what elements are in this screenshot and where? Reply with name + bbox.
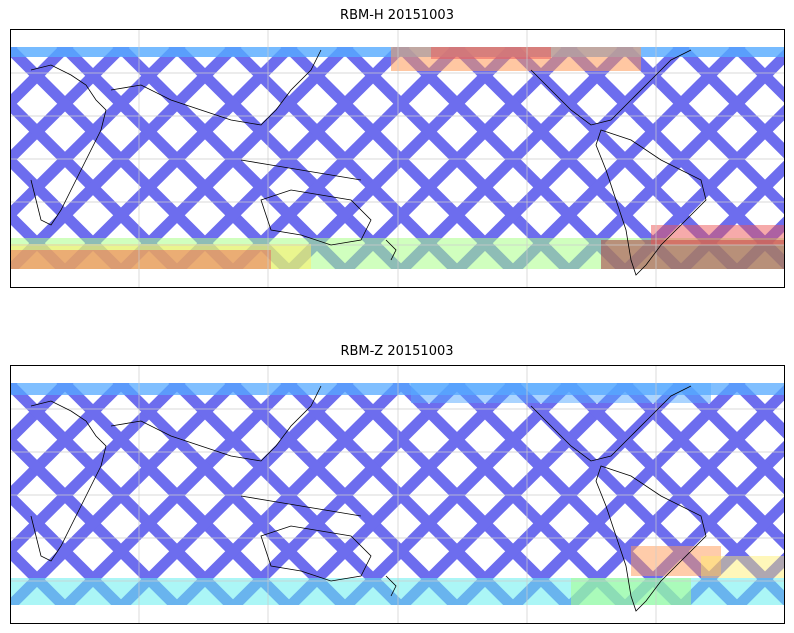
gridlines [11,366,784,623]
coastlines [30,385,707,612]
map-rbm-z [10,365,785,624]
map-rbm-h [10,29,785,288]
map-canvas-rbm-h [11,30,784,287]
coastlines [30,49,707,276]
map-canvas-rbm-z [11,366,784,623]
panel-title-rbm-h: RBM-H 20151003 [340,8,454,23]
panel-title-rbm-z: RBM-Z 20151003 [340,344,454,359]
gridlines [11,30,784,287]
